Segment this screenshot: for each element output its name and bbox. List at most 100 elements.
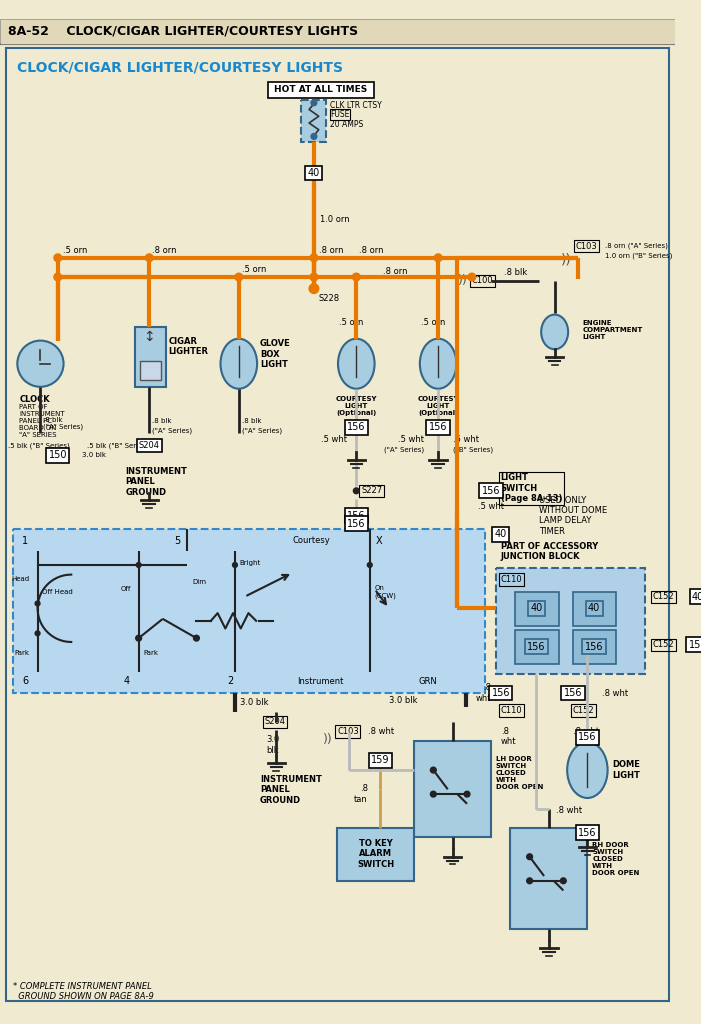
Text: * COMPLETE INSTRUMENT PANEL
  GROUND SHOWN ON PAGE 8A-9: * COMPLETE INSTRUMENT PANEL GROUND SHOWN…: [13, 982, 154, 1001]
Circle shape: [311, 133, 317, 139]
Circle shape: [136, 635, 142, 641]
Text: .8 wht: .8 wht: [602, 688, 628, 697]
Bar: [268, 82, 374, 98]
Text: LIGHT
SWITCH
(Page 8A-13): LIGHT SWITCH (Page 8A-13): [501, 473, 562, 503]
Circle shape: [526, 878, 533, 884]
Circle shape: [353, 487, 359, 494]
Text: 3.0 blk: 3.0 blk: [390, 696, 418, 706]
Circle shape: [233, 562, 238, 567]
Text: ("A" Series): ("A" Series): [152, 428, 192, 434]
Ellipse shape: [567, 742, 608, 798]
Text: .8 blk: .8 blk: [503, 267, 526, 276]
Text: S228: S228: [319, 294, 340, 303]
Text: TO KEY
ALARM
SWITCH: TO KEY ALARM SWITCH: [357, 839, 394, 868]
Text: Bright: Bright: [240, 560, 261, 566]
Text: 156: 156: [482, 485, 501, 496]
Bar: [337, 827, 414, 881]
Text: .8 wht: .8 wht: [368, 727, 394, 736]
Text: 156: 156: [491, 688, 510, 698]
Circle shape: [136, 636, 141, 641]
Text: C110: C110: [501, 706, 522, 715]
Text: .5 blk ("B" Series): .5 blk ("B" Series): [8, 442, 69, 449]
Circle shape: [35, 631, 40, 636]
Text: 40: 40: [495, 529, 507, 540]
Text: USED ONLY
WITHOUT DOME
LAMP DELAY
TIMER: USED ONLY WITHOUT DOME LAMP DELAY TIMER: [539, 496, 607, 536]
Text: .8 blk: .8 blk: [242, 419, 261, 425]
Circle shape: [353, 273, 360, 281]
Circle shape: [430, 792, 436, 797]
Text: C103: C103: [576, 242, 597, 251]
Text: C103: C103: [337, 727, 359, 736]
Circle shape: [468, 273, 476, 281]
Text: 156: 156: [347, 511, 365, 521]
Text: RH DOOR
SWITCH
CLOSED
WITH
DOOR OPEN: RH DOOR SWITCH CLOSED WITH DOOR OPEN: [592, 843, 639, 877]
Text: INSTRUMENT
PANEL
GROUND: INSTRUMENT PANEL GROUND: [125, 467, 187, 497]
Text: 4: 4: [124, 677, 130, 686]
Text: 156: 156: [578, 827, 597, 838]
Bar: [573, 631, 616, 665]
Text: 40: 40: [588, 603, 600, 613]
Text: .8 orn: .8 orn: [359, 246, 383, 255]
Text: CIGAR
LIGHTER: CIGAR LIGHTER: [168, 337, 208, 356]
Text: 40: 40: [308, 168, 320, 178]
Text: GRN: GRN: [418, 677, 437, 686]
Text: Park: Park: [15, 649, 30, 655]
Text: .5 wht: .5 wht: [320, 435, 347, 444]
Circle shape: [310, 254, 318, 262]
Text: Off: Off: [121, 586, 131, 592]
Circle shape: [311, 100, 317, 105]
Text: C152: C152: [573, 706, 594, 715]
Text: 156: 156: [578, 732, 597, 742]
Bar: [139, 360, 161, 380]
Text: PART OF
INSTRUMENT
PANEL PC
BOARD ON
"A" SERIES: PART OF INSTRUMENT PANEL PC BOARD ON "A"…: [19, 404, 65, 438]
Circle shape: [435, 254, 442, 262]
Text: .5 orn: .5 orn: [421, 317, 446, 327]
Text: C152: C152: [653, 592, 674, 601]
Ellipse shape: [338, 339, 374, 389]
Text: ("A" Series): ("A" Series): [242, 428, 282, 434]
Bar: [0, 19, 675, 44]
Ellipse shape: [420, 339, 456, 389]
Text: CLOCK/CIGAR LIGHTER/COURTESY LIGHTS: CLOCK/CIGAR LIGHTER/COURTESY LIGHTS: [18, 60, 343, 74]
Bar: [414, 741, 491, 838]
Text: DOME
LIGHT: DOME LIGHT: [613, 761, 640, 779]
Text: 156: 156: [347, 422, 365, 432]
Text: .8
wht: .8 wht: [475, 683, 491, 702]
Text: COURTESY
LIGHT
(Optional): COURTESY LIGHT (Optional): [336, 396, 377, 417]
Text: 156: 156: [429, 422, 447, 432]
Text: INSTRUMENT
PANEL
GROUND: INSTRUMENT PANEL GROUND: [260, 775, 322, 805]
Bar: [510, 827, 587, 929]
Text: Park: Park: [144, 649, 158, 655]
Bar: [301, 100, 327, 142]
Text: CLOCK: CLOCK: [19, 394, 50, 403]
Circle shape: [54, 273, 62, 281]
Circle shape: [54, 254, 62, 262]
Text: .5 wht: .5 wht: [478, 503, 504, 511]
Text: .5 orn: .5 orn: [242, 265, 266, 273]
Text: Off Head: Off Head: [42, 589, 73, 595]
Text: FUSE: FUSE: [330, 110, 350, 119]
Text: 20 AMPS: 20 AMPS: [330, 121, 364, 129]
Text: )): )): [562, 253, 572, 266]
Circle shape: [367, 562, 372, 567]
Text: Courtesy: Courtesy: [293, 537, 330, 546]
Text: JUNCTION BLOCK: JUNCTION BLOCK: [501, 552, 580, 561]
Circle shape: [560, 878, 566, 884]
Text: 1.0 orn ("B" Series): 1.0 orn ("B" Series): [605, 253, 672, 259]
Text: .8 blk
("A" Series): .8 blk ("A" Series): [43, 417, 83, 430]
Text: ("B" Series): ("B" Series): [453, 446, 493, 453]
Text: )): )): [458, 274, 468, 288]
Text: GLOVE
BOX
LIGHT: GLOVE BOX LIGHT: [260, 339, 291, 369]
Text: On
(CCW): On (CCW): [374, 585, 397, 599]
Text: 3.0 blk: 3.0 blk: [82, 453, 106, 458]
Circle shape: [136, 562, 141, 567]
Text: C100: C100: [472, 276, 494, 286]
Text: .8 orn ("A" Series): .8 orn ("A" Series): [605, 243, 667, 250]
Text: .8 orn: .8 orn: [152, 246, 177, 255]
Text: S204: S204: [265, 718, 286, 726]
Bar: [515, 592, 559, 626]
Circle shape: [526, 854, 533, 859]
Text: 2: 2: [227, 677, 233, 686]
Circle shape: [35, 601, 40, 606]
Circle shape: [145, 254, 153, 262]
